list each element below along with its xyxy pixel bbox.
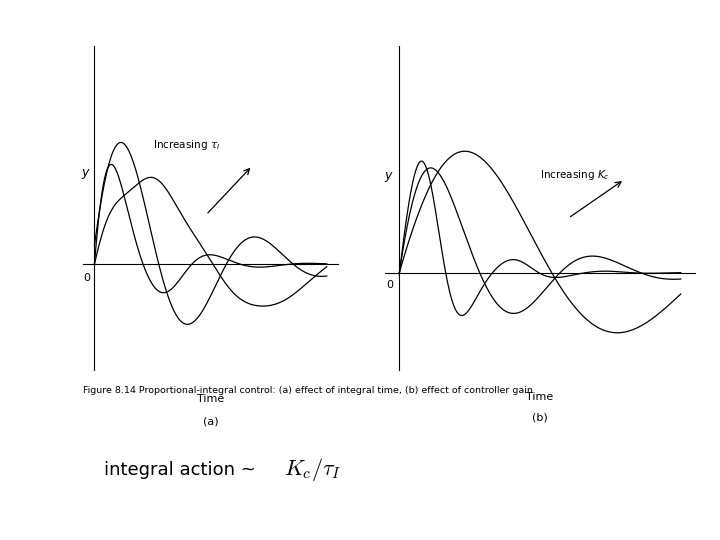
Text: (a): (a)	[203, 416, 218, 427]
Text: $K_c / \tau_I$: $K_c / \tau_I$	[284, 456, 342, 483]
Text: Time: Time	[526, 392, 554, 402]
Text: Increasing $\tau_I$: Increasing $\tau_I$	[153, 138, 220, 152]
Text: Time: Time	[197, 394, 224, 404]
Text: integral action ~: integral action ~	[104, 461, 262, 479]
Text: 0: 0	[386, 280, 393, 291]
Text: y: y	[81, 166, 89, 179]
Text: Increasing $K_c$: Increasing $K_c$	[540, 168, 610, 182]
Text: y: y	[384, 169, 392, 182]
Text: Figure 8.14 Proportional-integral control: (a) effect of integral time, (b) effe: Figure 8.14 Proportional-integral contro…	[83, 386, 533, 395]
Text: (b): (b)	[532, 413, 548, 423]
Text: Chapter 8: Chapter 8	[21, 201, 40, 317]
Text: 0: 0	[83, 273, 90, 283]
